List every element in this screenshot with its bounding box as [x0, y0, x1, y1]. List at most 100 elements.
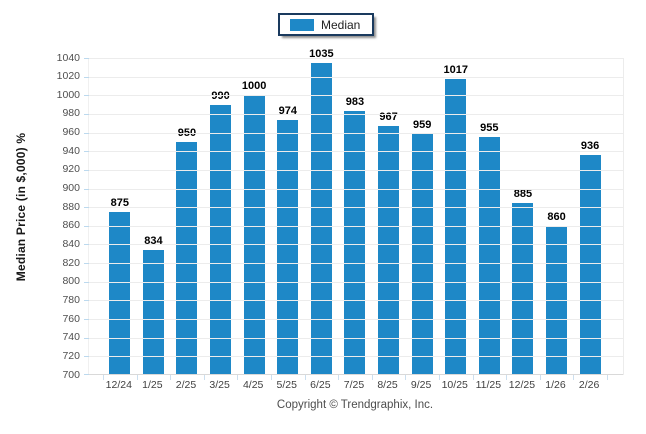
- y-axis-tick-940: [84, 151, 89, 153]
- y-tick-label-1000: 1000: [56, 88, 80, 101]
- x-tick-label-9/25: 9/25: [410, 379, 432, 391]
- gridline-920: [89, 169, 623, 171]
- y-axis-tick-740: [84, 337, 89, 339]
- y-tick-label-980: 980: [62, 107, 80, 120]
- gridline-840: [89, 244, 623, 246]
- bar-slot-11/25: 955: [473, 123, 507, 375]
- x-axis-tick: [136, 375, 138, 380]
- y-axis-tick-1020: [84, 76, 89, 78]
- gridline-700: [89, 374, 623, 375]
- bar-slot-1/26: 860: [540, 210, 574, 375]
- bar-value-label: 834: [144, 235, 163, 248]
- y-axis-tick-1000: [84, 95, 89, 97]
- x-tick-label-1/26: 1/26: [545, 379, 566, 391]
- bar-11/25: [478, 137, 500, 375]
- bar-8/25: [378, 126, 400, 375]
- gridline-1020: [89, 76, 623, 78]
- y-axis-tick-820: [84, 263, 89, 265]
- gridline-820: [89, 263, 623, 265]
- x-tick-label-12/24: 12/24: [105, 379, 132, 391]
- x-axis-tick: [304, 375, 306, 380]
- y-tick-label-800: 800: [62, 275, 80, 288]
- x-tick-label-3/25: 3/25: [209, 379, 230, 391]
- bar-value-label: 983: [345, 96, 365, 109]
- x-axis-tick: [439, 375, 440, 380]
- bar-5/25: [277, 119, 299, 375]
- y-axis-labels: 700 720 740 760 780 800 820 840 860 880 900 920 940 9…: [0, 52, 82, 379]
- gridline-1000: [89, 95, 623, 97]
- bar-4/25: [243, 95, 265, 375]
- gridline-940: [89, 151, 623, 153]
- y-axis-tick-780: [84, 300, 89, 302]
- y-tick-label-860: 860: [62, 219, 80, 232]
- plot-area: 875 834 950 990 1000 974 1035 983 967 959 1017 955 8…: [84, 48, 624, 380]
- y-axis-tick-980: [84, 113, 89, 115]
- gridline-720: [89, 356, 623, 358]
- x-tick-label-4/25: 4/25: [242, 379, 264, 391]
- gridline-860: [89, 225, 623, 227]
- bar-value-label: 885: [513, 187, 533, 200]
- y-axis-tick-920: [84, 169, 89, 171]
- bar-12/24: [109, 211, 131, 375]
- bar-value-label: 967: [379, 111, 398, 124]
- x-axis-tick: [271, 375, 272, 380]
- bar-3/25: [210, 104, 232, 375]
- y-axis-tick-700: [84, 374, 89, 375]
- x-tick-label-12/25: 12/25: [508, 379, 536, 391]
- gridline-880: [89, 207, 623, 209]
- x-tick-label-11/25: 11/25: [475, 379, 502, 391]
- x-axis-tick: [203, 375, 205, 380]
- bar-7/25: [344, 111, 366, 375]
- y-tick-label-1040: 1040: [56, 51, 80, 64]
- bar-value-label: 1035: [309, 47, 334, 60]
- y-tick-label-820: 820: [62, 256, 80, 269]
- y-tick-label-780: 780: [62, 293, 80, 306]
- bar-value-label: 974: [278, 104, 297, 117]
- x-axis-tick: [506, 375, 508, 380]
- bar-slot-4/25: 1000: [237, 81, 271, 375]
- y-tick-label-740: 740: [62, 331, 80, 344]
- gridline-960: [89, 132, 623, 134]
- y-tick-label-720: 720: [62, 349, 80, 362]
- x-tick-label-7/25: 7/25: [343, 379, 365, 391]
- x-tick-label-1/25: 1/25: [142, 379, 163, 391]
- x-tick-label-2/25: 2/25: [175, 379, 197, 391]
- x-axis-tick: [237, 375, 239, 380]
- bar-value-label: 1017: [443, 64, 468, 77]
- y-tick-label-880: 880: [62, 200, 80, 213]
- bar-value-label: 1000: [241, 80, 267, 93]
- y-axis-tick-720: [84, 356, 89, 358]
- gridline-780: [89, 300, 623, 302]
- bar-value-label: 959: [412, 118, 432, 131]
- legend-label-median: Median: [321, 17, 361, 32]
- copyright-text: Copyright © Trendgraphix, Inc.: [276, 399, 434, 411]
- x-axis-tick: [103, 375, 104, 380]
- bar-slot-12/24: 875: [103, 197, 137, 375]
- bar-slot-6/25: 1035: [305, 47, 339, 375]
- x-axis-tick: [338, 375, 340, 380]
- legend-swatch-median: [290, 18, 314, 31]
- x-tick-label-10/25: 10/25: [441, 379, 468, 391]
- x-tick-label-6/25: 6/25: [310, 379, 331, 391]
- bar-value-label: 955: [480, 122, 499, 135]
- gridline-800: [89, 281, 623, 283]
- y-tick-label-840: 840: [62, 237, 80, 250]
- y-tick-label-700: 700: [62, 368, 80, 381]
- gridline-900: [89, 188, 623, 190]
- bar-6/25: [310, 62, 332, 375]
- y-axis-tick-960: [84, 132, 89, 134]
- gridline-1040: [89, 58, 623, 59]
- y-axis-tick-840: [84, 244, 89, 246]
- gridline-980: [89, 113, 623, 115]
- y-tick-label-900: 900: [62, 182, 80, 195]
- bar-9/25: [411, 133, 433, 375]
- bar-value-label: 860: [547, 210, 566, 223]
- x-tick-label-2/26: 2/26: [578, 379, 600, 391]
- bar-2/25: [176, 141, 198, 375]
- x-tick-label-8/25: 8/25: [377, 379, 398, 391]
- x-axis-tick: [539, 375, 541, 380]
- bar-1/25: [142, 250, 164, 375]
- y-axis-tick-860: [84, 225, 89, 227]
- x-axis-tick: [472, 375, 474, 380]
